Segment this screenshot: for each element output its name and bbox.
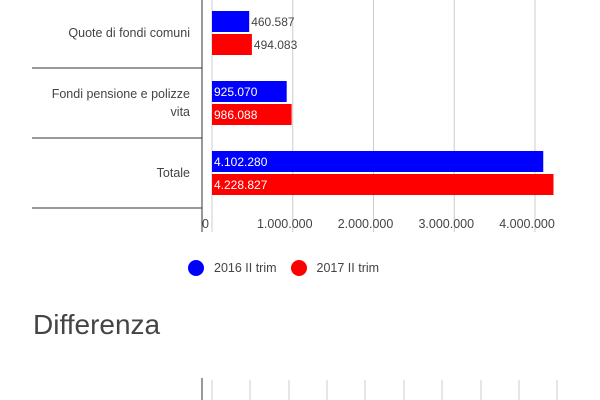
section-title: Differenza [33,309,161,340]
x-axis-tick-labels: 0 1.000.000 2.000.000 3.000.000 4.000.000 [202,217,555,231]
difference-chart-grid [211,380,558,400]
data-label: 494.083 [254,38,298,52]
category-separators [32,67,202,209]
category-label: Totale [157,166,190,180]
data-labels: 460.587 494.083 925.070 986.088 4.102.280 4.2… [214,15,298,192]
bars [212,11,554,195]
bar-2017 [212,34,252,55]
x-tick-label: 0 [202,217,209,231]
data-label: 925.070 [214,85,258,99]
category-label: Fondi pensione e polizze vita [52,87,190,119]
legend-label-series-2: 2017 II trim [316,261,380,275]
bar-2017 [212,104,292,125]
legend-swatch-series-2 [290,260,307,276]
bar-chart: 460.587 494.083 925.070 986.088 4.102.280 4.2… [32,0,555,232]
difference-chart-partial [201,378,558,400]
data-label: 986.088 [214,108,258,122]
legend-swatch-series-1 [188,260,204,276]
x-tick-label: 1.000.000 [257,217,313,231]
category-labels: Quote di fondi comuni Fondi pensione e po… [52,26,190,180]
bar-2017 [212,174,554,195]
x-tick-label: 2.000.000 [338,217,394,231]
chart-legend: 2016 II trim 2017 II trim [188,258,393,278]
category-label: Quote di fondi comuni [68,26,190,40]
data-label: 4.102.280 [214,155,268,169]
bar-2016 [212,11,250,32]
legend-label-series-1: 2016 II trim [214,261,277,275]
data-label: 460.587 [251,15,295,29]
legend-item-series-1: 2016 II trim [188,260,277,276]
legend-item-series-2: 2017 II trim [290,260,380,276]
data-label: 4.228.827 [214,178,268,192]
bar-2016 [212,151,544,172]
bar-2016 [212,81,287,102]
x-tick-label: 3.000.000 [418,217,474,231]
x-tick-label: 4.000.000 [499,217,555,231]
